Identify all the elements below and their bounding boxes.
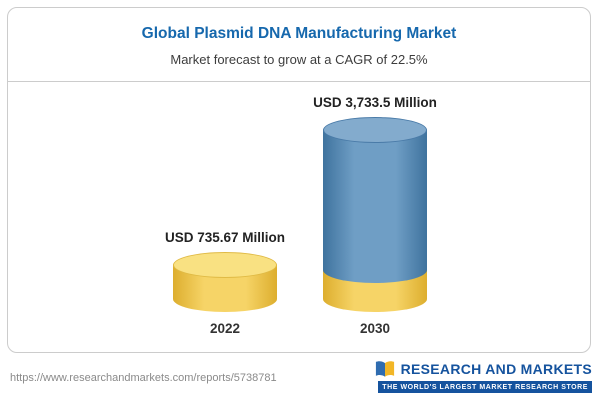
value-label-2022: USD 735.67 Million: [164, 230, 286, 245]
brand-logo: RESEARCH AND MARKETS THE WORLD'S LARGEST…: [374, 359, 592, 393]
value-label-2030: USD 3,733.5 Million: [313, 95, 437, 110]
bar-2022: [173, 252, 277, 312]
chart-frame: Global Plasmid DNA Manufacturing Market …: [7, 7, 591, 353]
bar-2030: [323, 117, 427, 312]
chart-title: Global Plasmid DNA Manufacturing Market: [141, 25, 457, 42]
header-divider: [8, 81, 590, 82]
source-url: https://www.researchandmarkets.com/repor…: [10, 372, 277, 384]
brand-tagline: THE WORLD'S LARGEST MARKET RESEARCH STOR…: [378, 381, 592, 393]
chart-subtitle: Market forecast to grow at a CAGR of 22.…: [170, 52, 428, 67]
bar-group-2022: USD 735.67 Million 2022: [165, 230, 285, 336]
open-book-icon: [375, 361, 394, 377]
bar-group-2030: USD 3,733.5 Million 2030: [313, 95, 437, 336]
bar-2030-top-ellipse: [323, 117, 427, 143]
bar-2022-top-ellipse: [173, 252, 277, 278]
bar-2030-body: [323, 130, 427, 283]
year-label-2022: 2022: [209, 321, 241, 336]
bar-chart: USD 735.67 Million 2022 USD 3,733.5 Mill…: [8, 8, 590, 352]
year-label-2030: 2030: [359, 321, 391, 336]
brand-name: RESEARCH AND MARKETS: [400, 361, 592, 377]
brand-row: RESEARCH AND MARKETS: [374, 359, 592, 379]
